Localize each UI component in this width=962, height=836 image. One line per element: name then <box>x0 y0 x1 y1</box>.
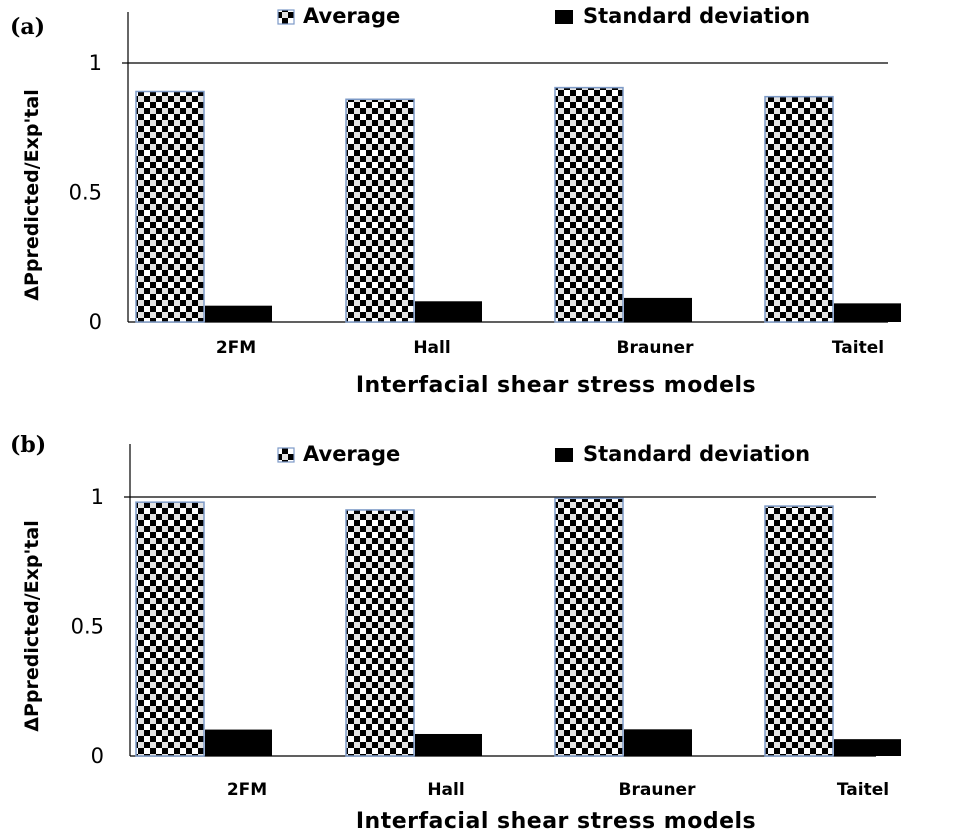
legend-swatch-average <box>277 447 295 463</box>
x-category-label: 2FM <box>227 780 267 800</box>
x-axis-label: Interfacial shear stress models <box>356 809 756 834</box>
y-tick-label: 0 <box>91 744 104 768</box>
bar-average-hall <box>345 98 415 323</box>
y-tick-label: 0 <box>89 310 102 334</box>
bar-stddev-brauner <box>624 729 692 756</box>
legend-swatch-stddev <box>555 448 573 462</box>
bar-stddev-taitel <box>834 303 901 322</box>
bar-average-brauner <box>554 497 624 757</box>
y-axis-label: ΔPpredicted/Exp'tal <box>21 89 43 300</box>
legend-label-stddev: Standard deviation <box>583 4 810 28</box>
x-category-label: Hall <box>427 780 464 800</box>
chart-panel-a: (a) 0 0.5 1 2FM Hall Brauner Taitel Interfacial … <box>10 4 901 398</box>
bar-average-2fm <box>135 501 205 757</box>
legend-swatch-stddev <box>555 10 573 24</box>
legend-label-stddev: Standard deviation <box>583 442 810 466</box>
y-axis-label: ΔPpredicted/Exp'tal <box>21 520 43 731</box>
bar-average-brauner <box>554 86 624 323</box>
x-category-label: Hall <box>413 338 450 358</box>
x-axis-label: Interfacial shear stress models <box>356 373 756 398</box>
panel-label: (a) <box>10 14 45 40</box>
y-tick-label: 0.5 <box>71 615 104 639</box>
bar-average-taitel <box>764 505 834 757</box>
x-category-label: Brauner <box>619 780 697 800</box>
legend-label-average: Average <box>303 4 400 28</box>
bar-stddev-brauner <box>624 297 692 322</box>
bar-stddev-hall <box>415 733 482 756</box>
bar-stddev-2fm <box>205 729 272 756</box>
x-category-label: Taitel <box>837 780 889 800</box>
y-tick-label: 1 <box>89 51 102 75</box>
bar-stddev-hall <box>415 301 482 322</box>
bar-stddev-taitel <box>834 739 901 756</box>
chart-panel-b: (b) 0 0.5 1 2FM Hall Brauner Taitel Interfacial … <box>10 432 901 834</box>
y-tick-label: 0.5 <box>69 181 102 205</box>
legend-swatch-average <box>277 9 295 25</box>
bar-average-hall <box>345 509 415 757</box>
legend-label-average: Average <box>303 442 400 466</box>
x-category-label: Brauner <box>617 338 695 358</box>
bar-average-taitel <box>764 95 834 323</box>
panel-label: (b) <box>10 432 46 458</box>
x-category-label: 2FM <box>216 338 256 358</box>
y-tick-label: 1 <box>91 485 104 509</box>
bar-stddev-2fm <box>205 305 272 322</box>
x-category-label: Taitel <box>832 338 884 358</box>
bar-average-2fm <box>135 90 205 323</box>
